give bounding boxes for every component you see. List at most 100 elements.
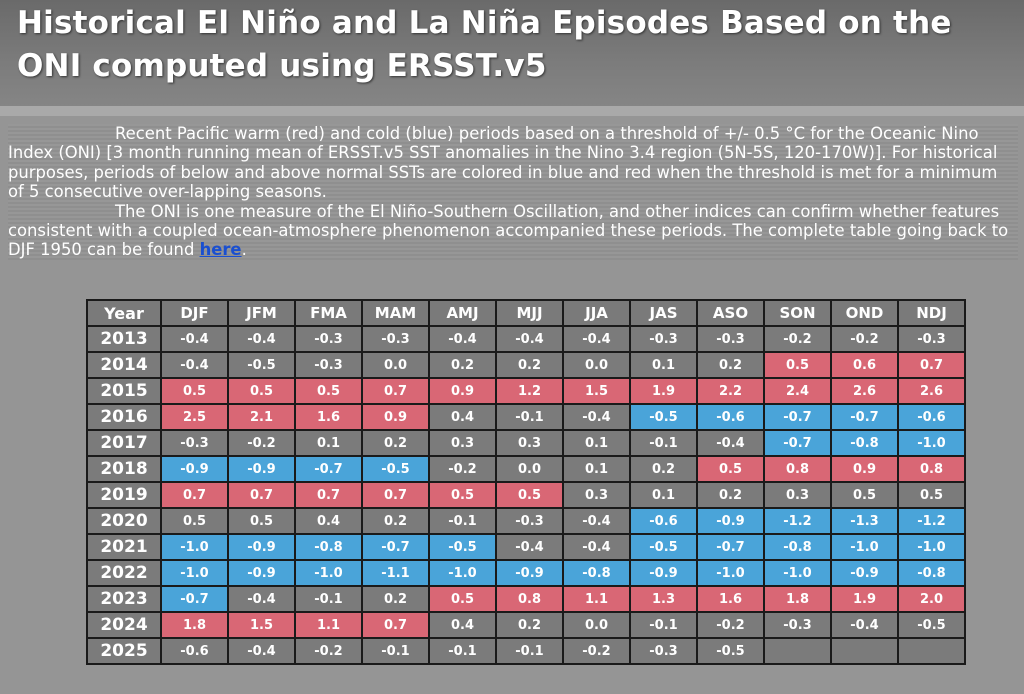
oni-value-cell: -0.2	[428, 455, 497, 483]
year-cell: 2021	[86, 533, 162, 561]
column-header-fma: FMA	[294, 299, 363, 327]
oni-value-cell: -1.2	[763, 507, 832, 535]
page-header: Historical El Niño and La Niña Episodes …	[0, 0, 1024, 106]
year-cell: 2023	[86, 585, 162, 613]
oni-value-cell: -0.2	[294, 637, 363, 665]
oni-value-cell: -0.3	[629, 325, 698, 353]
oni-value-cell: -0.2	[562, 637, 631, 665]
page-title: Historical El Niño and La Niña Episodes …	[17, 2, 952, 88]
oni-value-cell: 0.8	[897, 455, 966, 483]
oni-value-cell: 0.7	[361, 481, 430, 509]
oni-value-cell: 2.6	[830, 377, 899, 405]
year-cell: 2024	[86, 611, 162, 639]
oni-value-cell: 0.6	[830, 351, 899, 379]
oni-value-cell: -0.3	[294, 325, 363, 353]
oni-value-cell: -0.4	[562, 533, 631, 561]
oni-value-cell: -0.4	[495, 325, 564, 353]
oni-table: Year DJF JFM FMA MAM AMJ MJJ JJA JAS ASO SON OND NDJ…	[86, 299, 966, 665]
oni-value-cell: -0.7	[830, 403, 899, 431]
oni-value-cell: -0.4	[227, 637, 296, 665]
oni-value-cell: -1.0	[897, 429, 966, 457]
table-row: 2013 -0.4 -0.4 -0.3 -0.3 -0.4 -0.4 -0.4 -0.3 -0.3…	[86, 325, 966, 353]
oni-value-cell: 0.3	[495, 429, 564, 457]
oni-value-cell: -0.8	[294, 533, 363, 561]
oni-value-cell: 0.1	[294, 429, 363, 457]
year-cell: 2020	[86, 507, 162, 535]
year-cell: 2025	[86, 637, 162, 665]
oni-value-cell: -0.9	[227, 455, 296, 483]
oni-value-cell	[763, 637, 832, 665]
oni-value-cell: 0.7	[897, 351, 966, 379]
oni-value-cell: 0.5	[696, 455, 765, 483]
column-header-jja: JJA	[562, 299, 631, 327]
oni-value-cell: -0.7	[160, 585, 229, 613]
oni-value-cell: 0.0	[562, 351, 631, 379]
oni-value-cell: 2.2	[696, 377, 765, 405]
oni-value-cell: 0.3	[562, 481, 631, 509]
oni-value-cell: -0.3	[495, 507, 564, 535]
oni-value-cell: -0.9	[495, 559, 564, 587]
oni-value-cell: -0.1	[428, 507, 497, 535]
oni-value-cell: -0.4	[696, 429, 765, 457]
oni-value-cell: -0.3	[361, 325, 430, 353]
oni-value-cell: -0.5	[227, 351, 296, 379]
oni-value-cell: 0.7	[361, 377, 430, 405]
oni-value-cell: 0.8	[495, 585, 564, 613]
oni-value-cell: 0.5	[227, 377, 296, 405]
header-divider	[0, 106, 1024, 116]
oni-value-cell: 1.8	[763, 585, 832, 613]
oni-value-cell: -0.5	[696, 637, 765, 665]
oni-value-cell: -1.0	[696, 559, 765, 587]
oni-value-cell: 0.2	[495, 351, 564, 379]
oni-value-cell: -0.9	[227, 533, 296, 561]
oni-value-cell: 0.2	[361, 429, 430, 457]
column-header-djf: DJF	[160, 299, 229, 327]
oni-value-cell: 1.9	[629, 377, 698, 405]
oni-value-cell: 2.1	[227, 403, 296, 431]
oni-value-cell: -0.4	[428, 325, 497, 353]
oni-value-cell: -0.4	[227, 325, 296, 353]
oni-value-cell: -0.5	[629, 403, 698, 431]
oni-value-cell: 0.1	[629, 481, 698, 509]
oni-value-cell: -0.6	[160, 637, 229, 665]
oni-value-cell: -0.1	[495, 637, 564, 665]
oni-value-cell: 0.2	[428, 351, 497, 379]
column-header-son: SON	[763, 299, 832, 327]
oni-value-cell: -0.2	[696, 611, 765, 639]
intro-paragraph-2: The ONI is one measure of the El Niño-So…	[8, 202, 1018, 260]
oni-value-cell: 0.5	[160, 377, 229, 405]
title-line-2: ONI computed using ERSST.v5	[17, 48, 547, 84]
oni-value-cell: 1.5	[562, 377, 631, 405]
oni-value-cell: -0.8	[897, 559, 966, 587]
oni-value-cell: 0.4	[428, 403, 497, 431]
table-row: 2020 0.5 0.5 0.4 0.2 -0.1 -0.3 -0.4 -0.6 -0.9 -1.2…	[86, 507, 966, 535]
column-header-aso: ASO	[696, 299, 765, 327]
oni-value-cell: 0.7	[160, 481, 229, 509]
intro-text: Recent Pacific warm (red) and cold (blue…	[8, 124, 1018, 260]
table-row: 2015 0.5 0.5 0.5 0.7 0.9 1.2 1.5 1.9 2.2 2.4 2.6 2.6	[86, 377, 966, 405]
column-header-jas: JAS	[629, 299, 698, 327]
oni-value-cell: 0.5	[160, 507, 229, 535]
oni-value-cell: -0.1	[361, 637, 430, 665]
table-row: 2025 -0.6 -0.4 -0.2 -0.1 -0.1 -0.1 -0.2 -0.3 -0.5	[86, 637, 966, 665]
oni-value-cell: -0.5	[428, 533, 497, 561]
oni-value-cell: 0.5	[495, 481, 564, 509]
full-table-link[interactable]: here	[199, 240, 242, 260]
title-line-1: Historical El Niño and La Niña Episodes …	[17, 5, 952, 41]
oni-value-cell: 1.6	[696, 585, 765, 613]
oni-value-cell: -0.4	[160, 325, 229, 353]
oni-value-cell: 0.7	[227, 481, 296, 509]
year-cell: 2016	[86, 403, 162, 431]
oni-value-cell: -1.2	[897, 507, 966, 535]
oni-value-cell: -0.4	[495, 533, 564, 561]
oni-value-cell: -1.0	[763, 559, 832, 587]
column-header-mjj: MJJ	[495, 299, 564, 327]
oni-value-cell: -0.4	[227, 585, 296, 613]
oni-value-cell: -0.8	[763, 533, 832, 561]
year-cell: 2015	[86, 377, 162, 405]
oni-value-cell: -0.3	[294, 351, 363, 379]
table-row: 2024 1.8 1.5 1.1 0.7 0.4 0.2 0.0 -0.1 -0.2 -0.3 -0.…	[86, 611, 966, 639]
oni-value-cell: -0.9	[629, 559, 698, 587]
oni-value-cell: -0.8	[562, 559, 631, 587]
table-header-row: Year DJF JFM FMA MAM AMJ MJJ JJA JAS ASO SON OND NDJ	[86, 299, 966, 327]
